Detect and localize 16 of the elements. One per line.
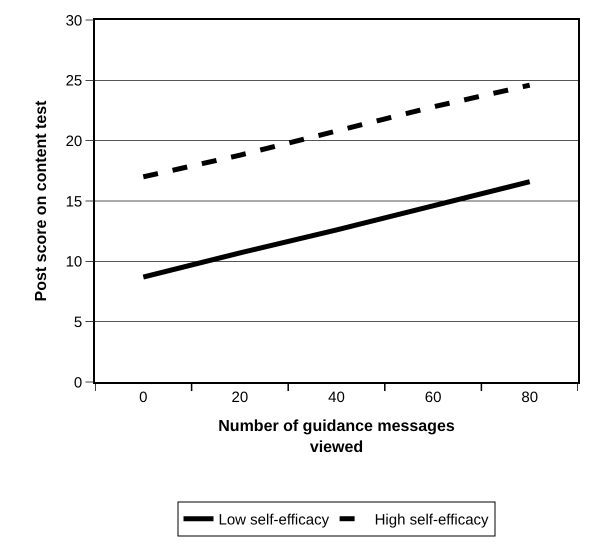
y-tick-label: 5: [74, 314, 82, 331]
legend-label: High self-efficacy: [374, 512, 490, 529]
y-axis-title: Post score on content test: [32, 100, 50, 302]
y-tick-label: 30: [66, 12, 82, 30]
x-tick-label: 20: [232, 388, 248, 406]
y-tick-label: 25: [66, 72, 82, 90]
y-tick-label: 10: [66, 254, 82, 271]
y-tick-label: 15: [66, 193, 82, 210]
x-tick-label: 80: [521, 388, 538, 406]
legend-label: Low self-efficacy: [218, 512, 330, 529]
y-tick-label: 20: [66, 132, 82, 150]
x-tick-label: 60: [424, 388, 442, 406]
y-tick-label: 0: [74, 374, 82, 392]
x-tick-label: 40: [328, 388, 345, 406]
x-axis-title: Number of guidance messages viewed: [218, 418, 455, 456]
x-tick-label: 0: [139, 388, 148, 406]
